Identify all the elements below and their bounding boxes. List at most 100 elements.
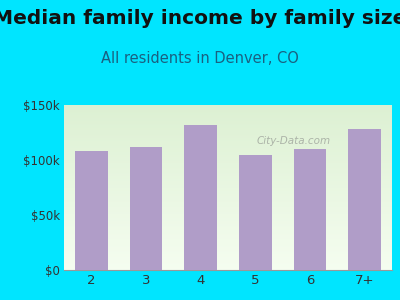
- Bar: [64, 179, 392, 180]
- Bar: [64, 119, 392, 120]
- Bar: [64, 170, 392, 171]
- Bar: [64, 155, 392, 156]
- Bar: [64, 192, 392, 193]
- Bar: [64, 138, 392, 139]
- Bar: [64, 107, 392, 108]
- Bar: [64, 189, 392, 190]
- Bar: [64, 145, 392, 146]
- Bar: [64, 250, 392, 251]
- Bar: [64, 140, 392, 141]
- Bar: [64, 125, 392, 126]
- Bar: [64, 262, 392, 263]
- Bar: [64, 178, 392, 179]
- Bar: [64, 136, 392, 137]
- Bar: [64, 239, 392, 240]
- Bar: [64, 126, 392, 127]
- Bar: [64, 180, 392, 181]
- Bar: [64, 172, 392, 173]
- Bar: [64, 142, 392, 143]
- Bar: [239, 154, 272, 270]
- Bar: [64, 131, 392, 132]
- Bar: [64, 213, 392, 214]
- Bar: [64, 176, 392, 177]
- Bar: [64, 251, 392, 252]
- Bar: [64, 163, 392, 164]
- Bar: [64, 111, 392, 112]
- Bar: [64, 177, 392, 178]
- Bar: [64, 154, 392, 155]
- Bar: [64, 269, 392, 270]
- Bar: [64, 266, 392, 267]
- Bar: [64, 240, 392, 241]
- Bar: [64, 139, 392, 140]
- Bar: [64, 144, 392, 145]
- Bar: [64, 112, 392, 113]
- Bar: [64, 151, 392, 152]
- Bar: [64, 193, 392, 194]
- Bar: [64, 209, 392, 210]
- Bar: [64, 113, 392, 114]
- Bar: [64, 212, 392, 213]
- Bar: [64, 160, 392, 161]
- Bar: [64, 157, 392, 158]
- Bar: [64, 258, 392, 259]
- Bar: [64, 218, 392, 219]
- Bar: [64, 241, 392, 242]
- Bar: [64, 220, 392, 221]
- Bar: [64, 199, 392, 200]
- Bar: [64, 215, 392, 216]
- Bar: [64, 211, 392, 212]
- Bar: [64, 165, 392, 166]
- Bar: [64, 257, 392, 258]
- Bar: [64, 223, 392, 224]
- Bar: [64, 127, 392, 128]
- Bar: [64, 152, 392, 153]
- Bar: [348, 129, 381, 270]
- Bar: [64, 242, 392, 243]
- Bar: [64, 109, 392, 110]
- Bar: [64, 174, 392, 175]
- Bar: [64, 231, 392, 232]
- Bar: [64, 149, 392, 150]
- Bar: [64, 153, 392, 154]
- Bar: [64, 219, 392, 220]
- Bar: [64, 106, 392, 107]
- Bar: [64, 181, 392, 182]
- Bar: [64, 121, 392, 122]
- Bar: [64, 207, 392, 208]
- Bar: [64, 201, 392, 202]
- Bar: [64, 260, 392, 261]
- Bar: [64, 244, 392, 245]
- Bar: [64, 158, 392, 159]
- Bar: [64, 115, 392, 116]
- Bar: [64, 190, 392, 191]
- Bar: [64, 202, 392, 203]
- Bar: [64, 249, 392, 250]
- Bar: [64, 185, 392, 186]
- Bar: [64, 234, 392, 235]
- Bar: [64, 156, 392, 157]
- Bar: [64, 191, 392, 192]
- Bar: [75, 151, 108, 270]
- Bar: [294, 149, 326, 270]
- Bar: [64, 129, 392, 130]
- Bar: [64, 188, 392, 189]
- Bar: [64, 148, 392, 149]
- Bar: [64, 226, 392, 227]
- Bar: [64, 246, 392, 247]
- Bar: [64, 134, 392, 135]
- Bar: [64, 229, 392, 230]
- Bar: [64, 167, 392, 168]
- Bar: [64, 248, 392, 249]
- Bar: [64, 146, 392, 147]
- Bar: [64, 150, 392, 151]
- Bar: [64, 168, 392, 169]
- Bar: [64, 137, 392, 138]
- Bar: [64, 252, 392, 253]
- Bar: [64, 194, 392, 195]
- Bar: [64, 261, 392, 262]
- Bar: [64, 200, 392, 201]
- Bar: [64, 230, 392, 231]
- Bar: [64, 186, 392, 187]
- Bar: [64, 173, 392, 174]
